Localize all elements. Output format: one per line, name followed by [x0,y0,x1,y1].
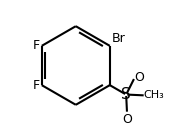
Text: F: F [33,39,40,52]
Text: S: S [121,87,131,102]
Text: O: O [122,113,132,126]
Text: F: F [33,79,40,92]
Text: CH₃: CH₃ [143,90,164,100]
Text: O: O [134,71,144,84]
Text: Br: Br [111,32,125,45]
